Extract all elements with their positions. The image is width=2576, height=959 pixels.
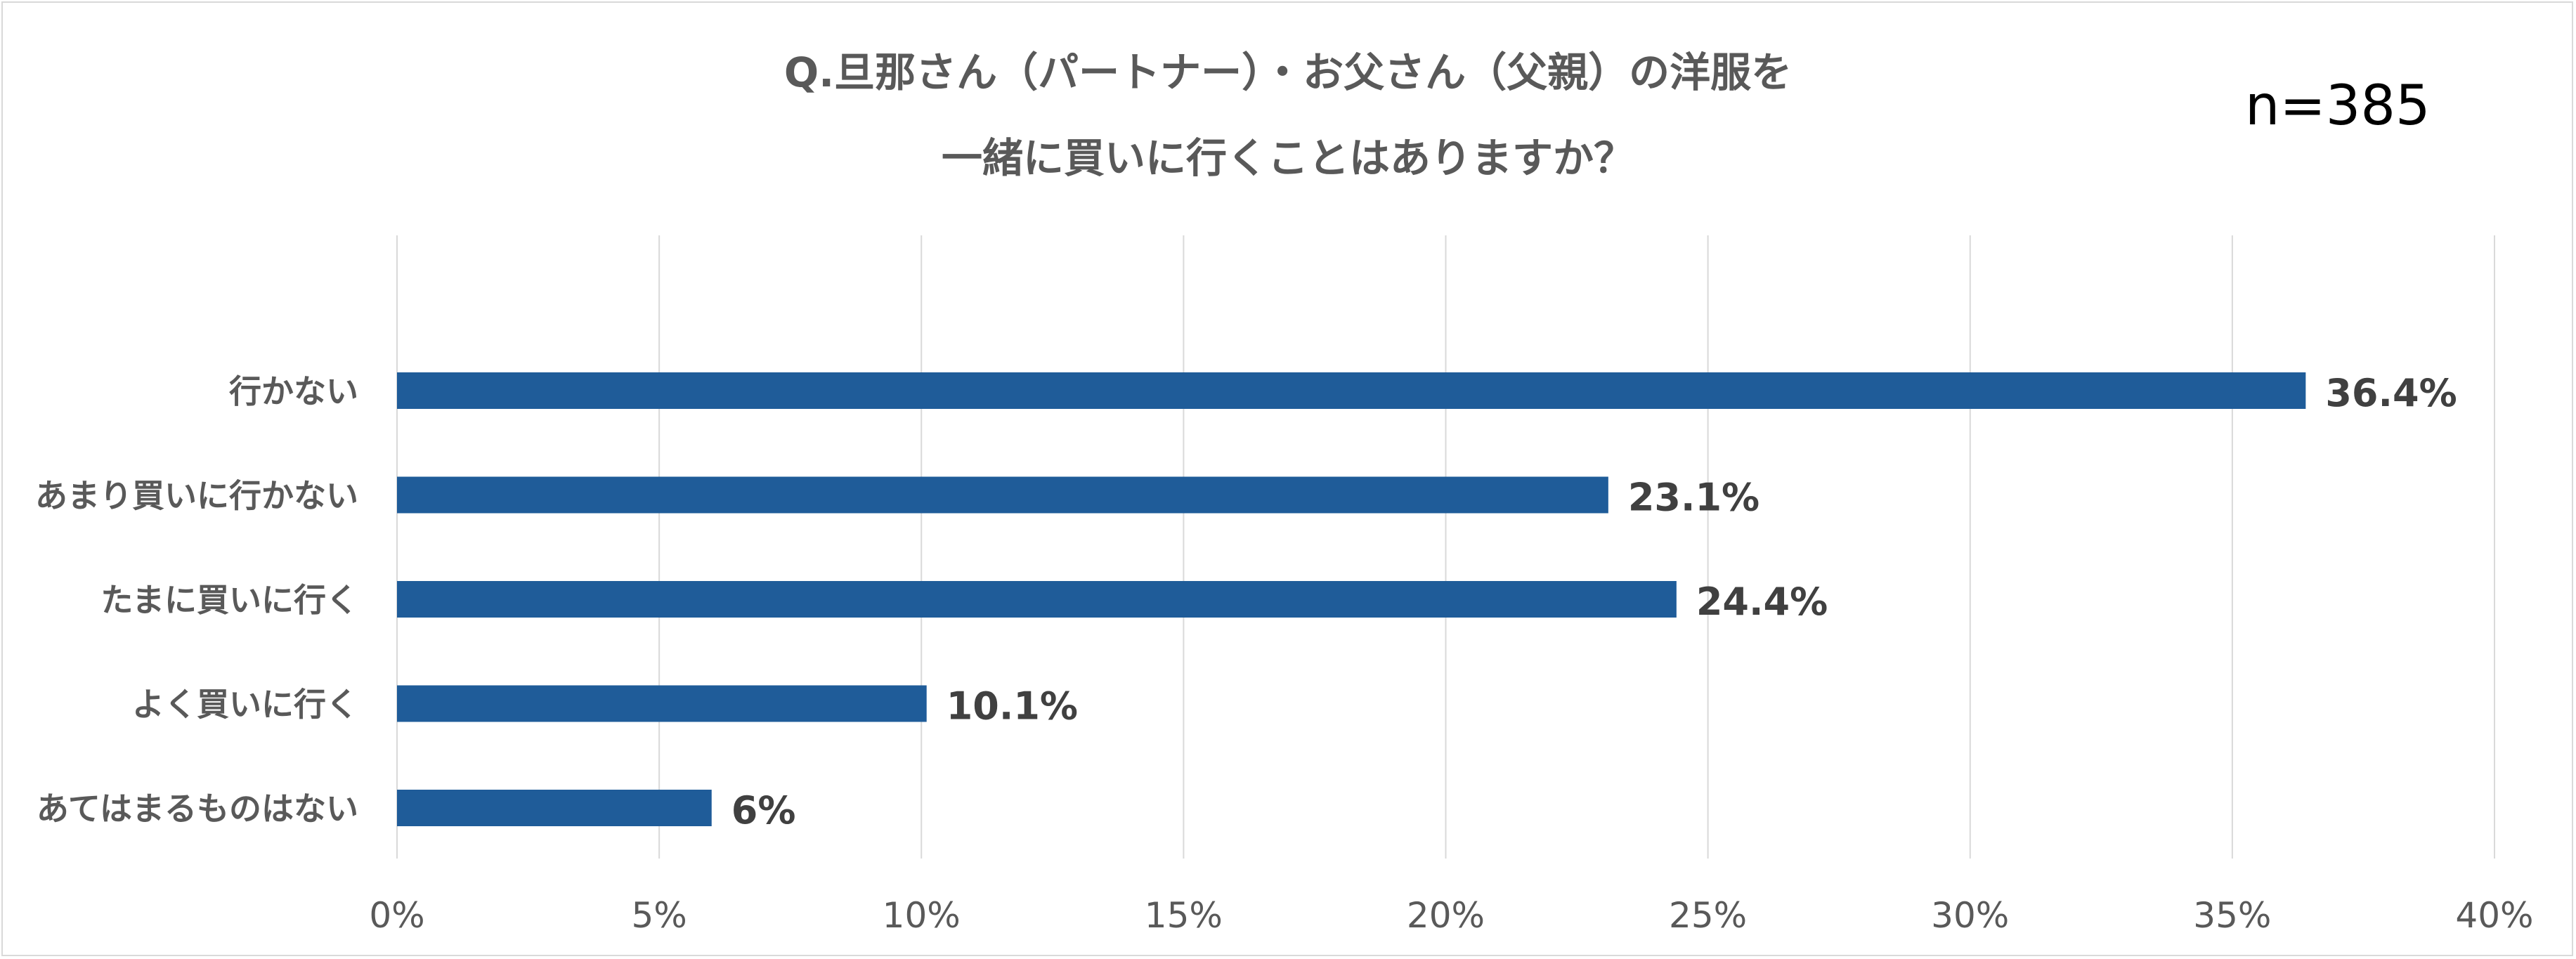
data-label: 6% [731,788,796,833]
category-label: あてはまるものはない [37,790,358,828]
chart-title-line-1: Q.旦那さん（パートナー）・お父さん（父親）の洋服を [783,48,1793,96]
bar [397,685,927,722]
bar [397,476,1608,514]
x-tick-label: 35% [2193,895,2271,936]
x-tick-label: 0% [369,895,424,936]
gridlines [396,235,2495,859]
data-label: 23.1% [1628,476,1759,520]
bar [397,372,2306,409]
x-tick-label: 30% [1931,895,2009,936]
bars [397,372,2306,826]
x-tick-label: 40% [2455,895,2533,936]
sample-size-label: n=385 [2245,74,2431,138]
bar [397,581,1677,618]
x-tick-label: 5% [631,895,687,936]
category-label: あまり買いに行かない [35,477,358,515]
category-label: よく買いに行く [132,686,358,724]
bar [397,790,712,826]
labels: 0% 5% 10% 15% 20% 25% 30% 35% 40% 行かない 36.4% あまり買いに… [35,371,2534,936]
x-tick-label: 10% [883,895,961,936]
chart-title-line-2: 一緒に買いに行くことはありますか？ [941,134,1634,182]
data-label: 24.4% [1696,580,1828,624]
category-label: 行かない [229,372,358,410]
x-tick-label: 15% [1145,895,1223,936]
data-label: 10.1% [947,684,1078,729]
category-label: たまに買いに行く [100,581,358,619]
x-tick-label: 20% [1407,895,1485,936]
data-label: 36.4% [2325,371,2457,415]
x-tick-label: 25% [1669,895,1747,936]
